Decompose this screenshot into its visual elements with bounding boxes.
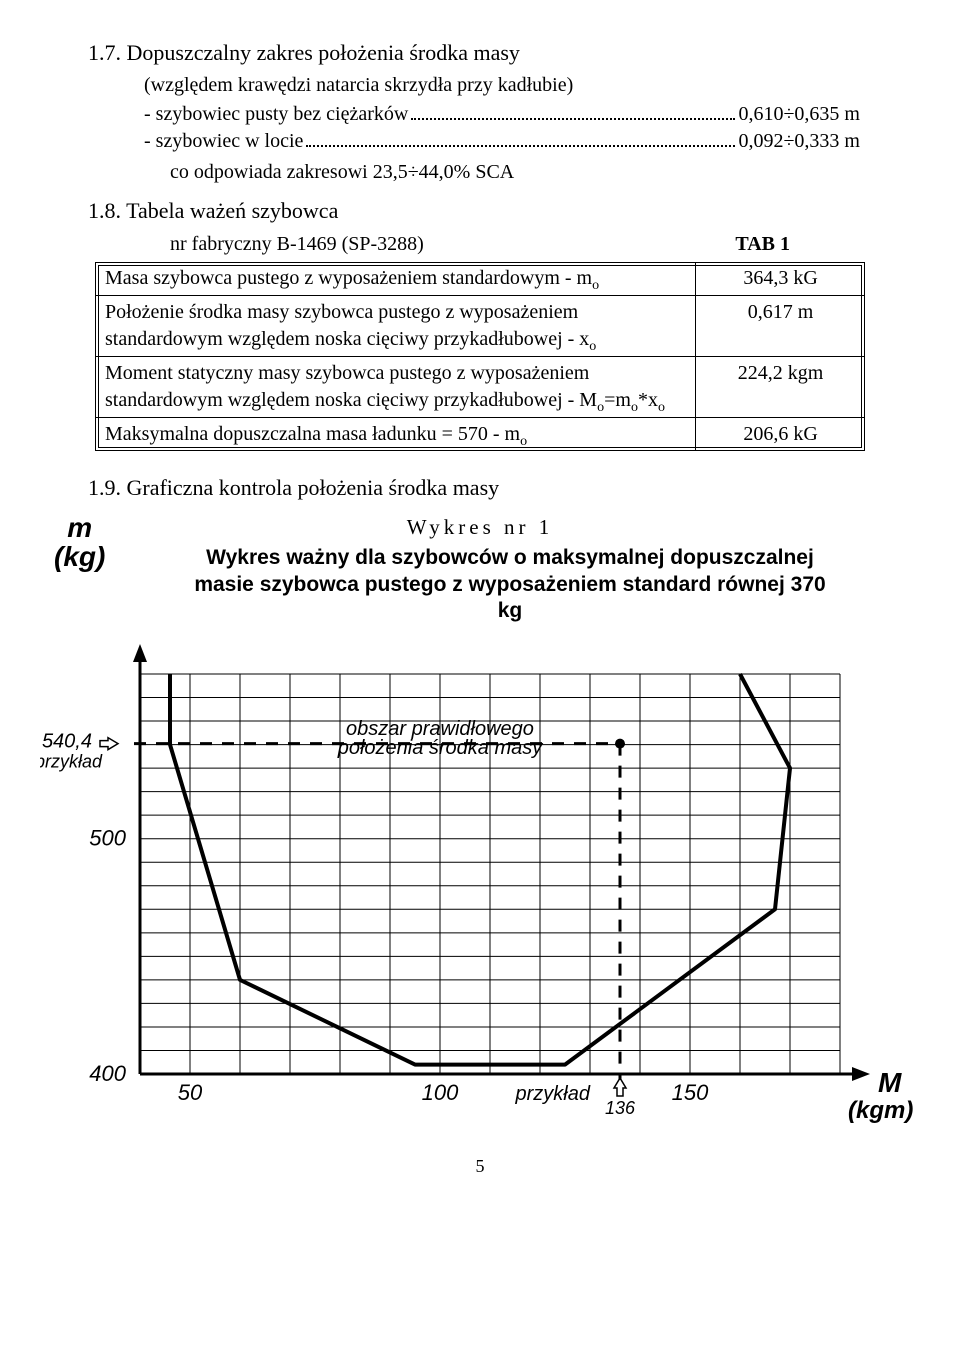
dotted-leader [306,145,735,147]
svg-text:50: 50 [178,1080,203,1105]
table-row: Maksymalna dopuszczalna masa ładunku = 5… [95,418,865,452]
table-cell-value: 0,617 m [696,296,865,357]
sec18-heading: 1.8. Tabela ważeń szybowca [88,196,920,226]
sec17-line2-lead: - szybowiec w locie [144,128,303,155]
dotted-leader [411,118,735,120]
sec17-line2-val: 0,092÷0,333 m [738,128,860,155]
svg-text:540,4: 540,4 [42,731,92,753]
page-number: 5 [40,1154,920,1178]
table-cell-value: 206,6 kG [696,418,865,452]
chart-title-1: Wykres nr 1 [40,513,920,541]
y-axis-label: m(kg) [54,513,105,572]
sec17-line1: - szybowiec pusty bez ciężarków 0,610÷0,… [144,101,860,128]
svg-text:przykład: przykład [515,1083,591,1105]
sec19-heading: 1.9. Graficzna kontrola położenia środka… [88,473,920,503]
svg-text:(kgm): (kgm) [848,1097,913,1124]
fab-number: nr fabryczny B-1469 (SP-3288) [170,231,424,258]
tab-label: TAB 1 [735,231,790,258]
wazen-table: Masa szybowca pustego z wyposażeniem sta… [95,262,865,451]
table-row: Położenie środka masy szybowca pustego z… [95,296,865,357]
sec17-heading: 1.7. Dopuszczalny zakres położenia środk… [88,38,920,68]
svg-text:150: 150 [672,1080,709,1105]
table-cell-label: Moment statyczny masy szybowca pustego z… [95,357,696,418]
sec17-line1-val: 0,610÷0,635 m [738,101,860,128]
svg-text:M: M [878,1067,902,1098]
sec17-sca: co odpowiada zakresowi 23,5÷44,0% SCA [170,159,920,186]
sec17-sub: (względem krawędzi natarcia skrzydła prz… [144,72,920,99]
sec17-line1-lead: - szybowiec pusty bez ciężarków [144,101,408,128]
svg-text:500: 500 [89,826,126,851]
table-row: Moment statyczny masy szybowca pustego z… [95,357,865,418]
chart-wrap: Wykres nr 1 m(kg) Wykres ważny dla szybo… [40,513,920,1144]
table-cell-label: Masa szybowca pustego z wyposażeniem sta… [95,262,696,296]
svg-text:100: 100 [422,1080,459,1105]
table-cell-value: 224,2 kgm [696,357,865,418]
svg-text:przykład: przykład [40,752,103,772]
table-row: Masa szybowca pustego z wyposażeniem sta… [95,262,865,296]
chart-title-2: Wykres ważny dla szybowców o maksymalnej… [180,545,840,624]
table-cell-label: Położenie środka masy szybowca pustego z… [95,296,696,357]
svg-text:400: 400 [89,1061,126,1086]
table-cell-label: Maksymalna dopuszczalna masa ładunku = 5… [95,418,696,452]
sec17-line2: - szybowiec w locie 0,092÷0,333 m [144,128,860,155]
svg-text:136: 136 [605,1098,636,1118]
table-cell-value: 364,3 kG [696,262,865,296]
sec18-tab-header: nr fabryczny B-1469 (SP-3288) TAB 1 [170,231,790,258]
svg-text:położenia środka masy: położenia środka masy [337,737,544,759]
cg-chart: M(kgm)540,4przykład50040050100150136przy… [40,634,940,1144]
